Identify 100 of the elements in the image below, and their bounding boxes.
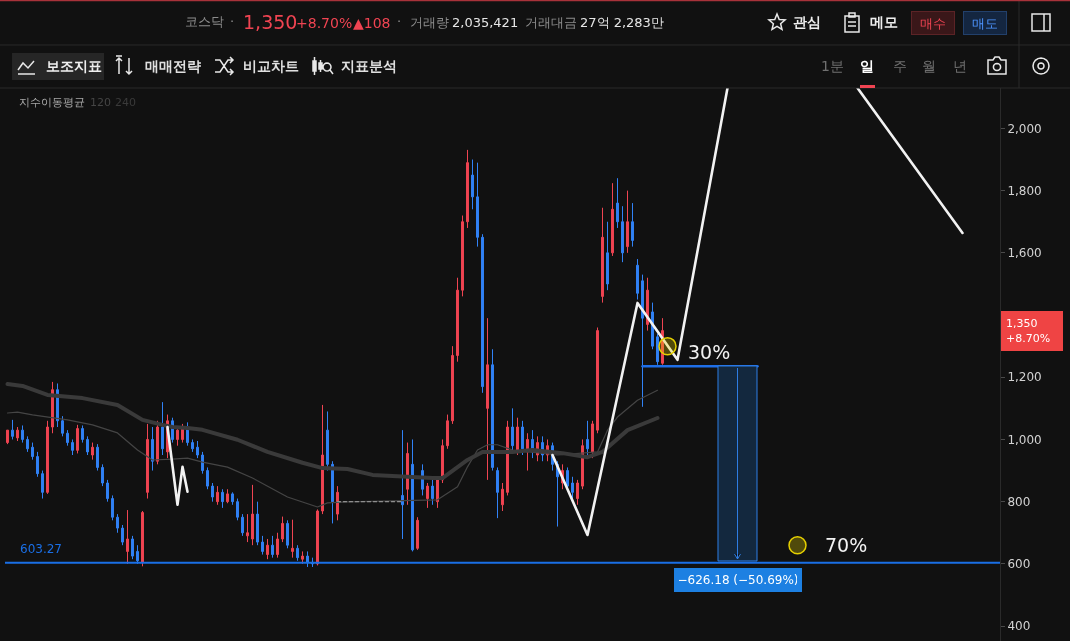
candlestick (301, 550, 304, 565)
candlestick (221, 488, 224, 509)
candlestick (331, 460, 334, 524)
candlestick (201, 451, 204, 475)
text: 메모 (870, 14, 898, 30)
candlestick (151, 426, 154, 472)
candlestick (251, 484, 254, 546)
y-tick-label: 800 (1007, 494, 1031, 509)
candlestick (646, 277, 649, 332)
text: 1분 (821, 58, 844, 74)
text: 코스닥 (185, 14, 224, 29)
candlestick (636, 258, 639, 300)
candlestick (141, 510, 144, 567)
candlestick (21, 424, 24, 444)
candlestick (576, 479, 579, 506)
candlestick (441, 438, 444, 484)
text: 거래대금 (525, 15, 577, 30)
candlestick (286, 519, 289, 549)
candlestick (196, 440, 199, 459)
candlestick (296, 544, 299, 562)
text: 1,350 (1006, 317, 1038, 331)
candlestick (426, 482, 429, 509)
y-tick-label: 1,200 (1007, 370, 1042, 385)
candlestick (256, 501, 259, 546)
y-tick-label: 1,800 (1007, 183, 1042, 198)
candlestick (491, 348, 494, 472)
y-tick-label: 2,000 (1007, 121, 1042, 136)
candlestick (26, 435, 29, 453)
candlestick (161, 401, 164, 456)
candlestick (586, 420, 589, 456)
candlestick (101, 463, 104, 487)
text: 매수 (920, 15, 946, 31)
text: · (230, 14, 235, 29)
candlestick (76, 424, 79, 454)
candlestick (81, 424, 84, 444)
text: 매매전략 (145, 58, 201, 74)
candlestick (626, 190, 629, 254)
candlestick (116, 513, 119, 534)
candlestick (86, 435, 89, 456)
candlestick (486, 317, 489, 481)
text: 관심 (793, 14, 821, 30)
candlestick (271, 535, 274, 559)
candlestick (91, 442, 94, 461)
candlestick (61, 415, 64, 437)
candlestick (236, 498, 239, 521)
line-series (166, 425, 189, 507)
legend-title: 지수이동평균 (19, 96, 85, 109)
candlestick (596, 326, 599, 434)
candlestick (131, 535, 134, 560)
candlestick (566, 466, 569, 490)
candlestick (231, 491, 234, 506)
candlestick (106, 479, 109, 503)
text: 비교차트 (243, 58, 299, 74)
text: 지표분석 (341, 58, 397, 74)
candlestick (476, 162, 479, 248)
candlestick (611, 182, 614, 257)
candlestick (496, 466, 499, 519)
annotation: 30% (688, 341, 731, 363)
candlestick (641, 274, 644, 408)
candlestick (156, 420, 159, 465)
candlestick (411, 438, 414, 552)
candlestick (446, 414, 449, 450)
y-tick-label: 1,000 (1007, 432, 1042, 447)
text: 년 (953, 58, 967, 74)
text: 거래량 (410, 15, 449, 30)
candlestick (461, 215, 464, 297)
candlestick (481, 233, 484, 394)
candlestick (46, 420, 49, 495)
text: 주 (893, 58, 907, 74)
candlestick (36, 451, 39, 478)
text: 2,035,421 (452, 15, 519, 30)
candlestick (571, 476, 574, 500)
candlestick (96, 443, 99, 472)
candlestick (211, 482, 214, 503)
text: 일 (860, 58, 874, 74)
candlestick (6, 429, 9, 445)
candlestick (206, 466, 209, 490)
candlestick (111, 494, 114, 521)
annotation: 70% (825, 534, 868, 556)
text: 1,350 (243, 11, 298, 33)
candlestick (321, 404, 324, 515)
y-tick-label: 1,600 (1007, 246, 1042, 261)
candlestick (266, 538, 269, 560)
candlestick (316, 508, 319, 566)
candlestick (416, 516, 419, 551)
y-tick-label: 600 (1007, 557, 1031, 572)
candlestick (276, 532, 279, 559)
candlestick (516, 417, 519, 456)
y-tick-label: 400 (1007, 619, 1031, 634)
candlestick (401, 429, 404, 540)
ref-line-label: 603.27 (20, 542, 62, 556)
candlestick (281, 516, 284, 543)
candlestick (406, 442, 409, 506)
candlestick (16, 426, 19, 442)
candlestick (31, 442, 34, 461)
candlestick (241, 513, 244, 537)
candlestick (606, 221, 609, 291)
candlestick (501, 482, 504, 512)
candlestick (226, 488, 229, 504)
candlestick (326, 410, 329, 472)
